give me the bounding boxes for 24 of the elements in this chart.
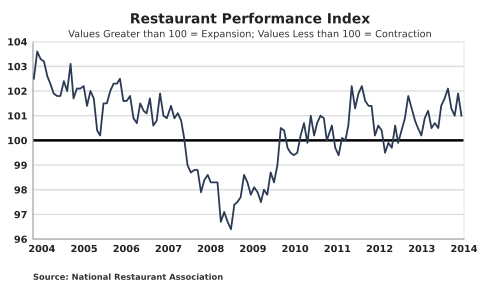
x-tick-label: 2008 <box>198 244 224 252</box>
y-tick-label: 102 <box>8 88 27 95</box>
line-series <box>33 50 462 230</box>
source-note: Source: National Restaurant Association <box>34 273 223 280</box>
x-tick-label: 2011 <box>324 244 350 252</box>
x-tick-label: 2007 <box>156 244 182 252</box>
x-tick-label: 2005 <box>71 244 97 252</box>
x-tick-label: 2006 <box>114 244 140 252</box>
y-tick-label: 99 <box>14 162 27 169</box>
y-tick-label: 103 <box>8 62 27 70</box>
y-tick-label: 100 <box>8 136 27 144</box>
x-tick-label: 2013 <box>409 244 435 252</box>
x-tick-label: 2014 <box>451 244 478 252</box>
x-tick-label: 2004 <box>29 244 55 252</box>
y-tick-label: 98 <box>14 186 27 194</box>
chart-title: Restaurant Performance Index <box>131 12 370 24</box>
y-tick-label: 96 <box>14 236 27 243</box>
x-tick-label: 2009 <box>240 244 266 252</box>
chart-subtitle: Values Greater than 100 = Expansion; Values Less than 100 = Contraction <box>68 30 431 40</box>
y-tick-label: 104 <box>8 38 27 46</box>
x-tick-label: 2012 <box>366 244 392 252</box>
x-tick-label: 2010 <box>282 244 308 252</box>
y-tick-label: 97 <box>14 210 27 218</box>
y-tick-label: 101 <box>8 112 27 120</box>
